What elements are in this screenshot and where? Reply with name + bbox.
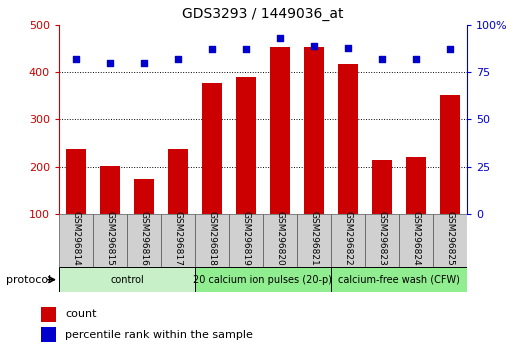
Point <box>310 43 318 48</box>
Bar <box>297 214 331 267</box>
Bar <box>235 77 256 214</box>
Bar <box>161 214 195 267</box>
Bar <box>338 64 358 214</box>
Text: GSM296823: GSM296823 <box>378 211 386 266</box>
Text: GSM296825: GSM296825 <box>445 211 455 266</box>
Bar <box>365 214 399 267</box>
Text: protocol: protocol <box>6 275 51 285</box>
Text: GSM296817: GSM296817 <box>173 211 183 266</box>
Bar <box>331 267 467 292</box>
Bar <box>433 214 467 267</box>
Point <box>446 47 454 52</box>
Bar <box>331 214 365 267</box>
Text: GSM296818: GSM296818 <box>207 211 216 266</box>
Bar <box>270 47 290 214</box>
Bar <box>202 82 222 214</box>
Text: GSM296815: GSM296815 <box>106 211 114 266</box>
Bar <box>168 149 188 214</box>
Text: 20 calcium ion pulses (20-p): 20 calcium ion pulses (20-p) <box>193 275 332 285</box>
Text: calcium-free wash (CFW): calcium-free wash (CFW) <box>338 275 460 285</box>
Bar <box>195 267 331 292</box>
Point <box>140 60 148 65</box>
Bar <box>93 214 127 267</box>
Text: GSM296821: GSM296821 <box>309 211 319 266</box>
Bar <box>41 327 56 342</box>
Text: GSM296819: GSM296819 <box>242 211 250 266</box>
Bar <box>440 95 460 214</box>
Text: GSM296822: GSM296822 <box>343 211 352 266</box>
Bar <box>66 149 86 214</box>
Point <box>208 47 216 52</box>
Bar <box>41 307 56 321</box>
Bar <box>263 214 297 267</box>
Text: GSM296820: GSM296820 <box>275 211 284 266</box>
Point <box>174 56 182 62</box>
Point <box>276 35 284 41</box>
Point <box>344 45 352 50</box>
Title: GDS3293 / 1449036_at: GDS3293 / 1449036_at <box>182 7 344 21</box>
Text: GSM296816: GSM296816 <box>140 211 148 266</box>
Bar <box>195 214 229 267</box>
Bar <box>371 160 392 214</box>
Text: control: control <box>110 275 144 285</box>
Bar <box>100 166 120 214</box>
Text: GSM296824: GSM296824 <box>411 211 420 266</box>
Bar <box>127 214 161 267</box>
Text: count: count <box>65 309 96 319</box>
Bar <box>229 214 263 267</box>
Bar <box>134 179 154 214</box>
Bar <box>304 47 324 214</box>
Bar <box>59 214 93 267</box>
Point <box>106 60 114 65</box>
Point <box>378 56 386 62</box>
Point <box>412 56 420 62</box>
Bar <box>399 214 433 267</box>
Text: percentile rank within the sample: percentile rank within the sample <box>65 330 253 340</box>
Bar <box>406 157 426 214</box>
Text: GSM296814: GSM296814 <box>71 211 81 266</box>
Point <box>242 47 250 52</box>
Bar <box>59 267 195 292</box>
Point <box>72 56 80 62</box>
